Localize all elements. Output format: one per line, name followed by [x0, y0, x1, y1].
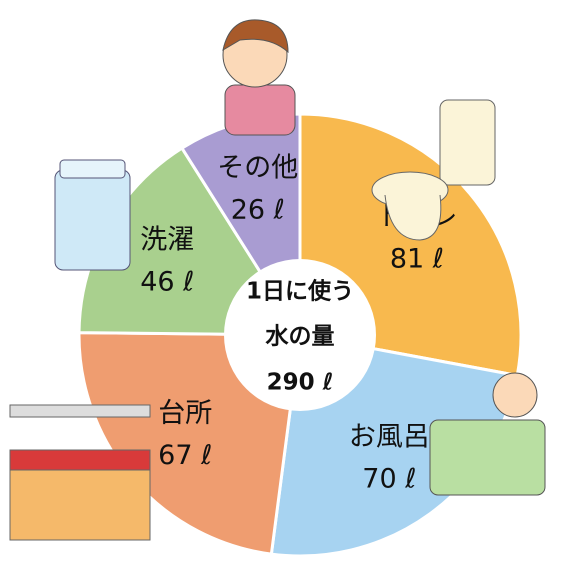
slice-value: 70 ℓ — [362, 463, 416, 494]
chart: トイレ81 ℓお風呂70 ℓ台所67 ℓ洗濯46 ℓその他26 ℓ 1日に使う … — [0, 0, 566, 563]
slice-name: その他 — [217, 152, 298, 183]
illustration-child — [223, 20, 295, 135]
slice-value: 67 ℓ — [158, 440, 212, 471]
slice-name: 洗濯 — [140, 224, 194, 255]
center-label: 290 ℓ — [267, 370, 334, 396]
slice-name: お風呂 — [349, 421, 430, 452]
center-label: 水の量 — [265, 324, 335, 350]
illustration-washer — [55, 160, 130, 270]
slice-value: 81 ℓ — [390, 243, 444, 274]
slice-value: 46 ℓ — [140, 266, 194, 297]
center-label: 1日に使う — [246, 279, 354, 305]
slice-name: 台所 — [158, 398, 212, 429]
slice-value: 26 ℓ — [231, 194, 285, 225]
